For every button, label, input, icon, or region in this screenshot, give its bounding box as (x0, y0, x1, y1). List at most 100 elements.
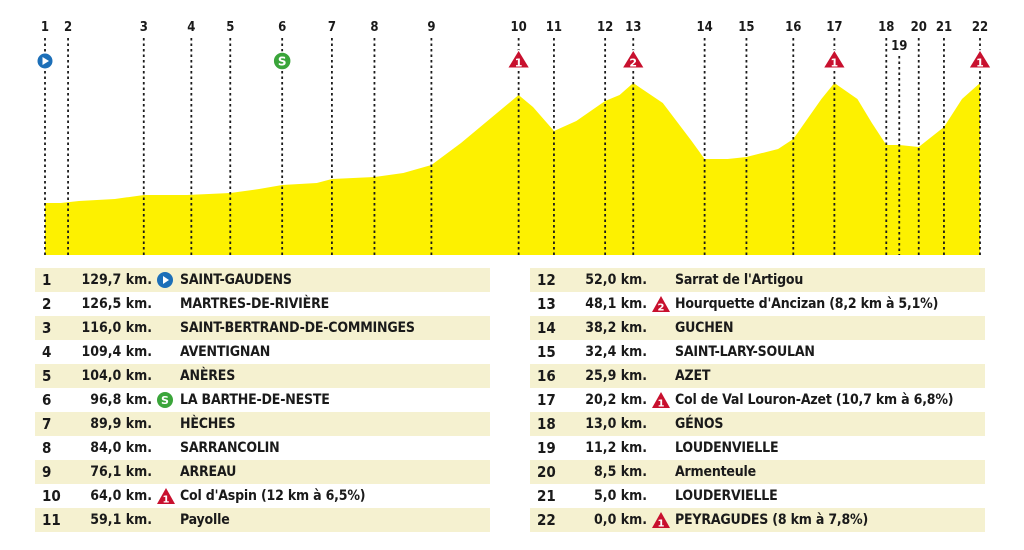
marker-label-15: 15 (738, 20, 754, 35)
waypoint-row-21: 21 5,0 km. LOUDERVIELLE (530, 484, 985, 508)
marker-label-16: 16 (785, 20, 801, 35)
marker-label-8: 8 (370, 20, 378, 35)
waypoint-km: 89,9 km. (90, 416, 152, 432)
waypoint-number: 13 (537, 295, 556, 313)
climb-category-2-icon: 2 (652, 296, 670, 313)
waypoint-name: Payolle (180, 512, 230, 528)
waypoint-name: LOUDENVIELLE (675, 440, 779, 456)
waypoint-name: HÈCHES (180, 416, 236, 432)
climb-category-label: 2 (629, 57, 637, 70)
marker-label-19: 19 (891, 39, 907, 54)
marker-label-1: 1 (41, 20, 49, 35)
waypoint-name: Col d'Aspin (12 km à 6,5%) (180, 488, 366, 504)
waypoint-number: 5 (42, 367, 52, 385)
svg-text:1: 1 (163, 495, 170, 506)
waypoint-row-6: 6 96,8 km. S LA BARTHE-DE-NESTE (35, 388, 490, 412)
waypoint-km: 126,5 km. (81, 296, 152, 312)
start-icon (157, 272, 173, 288)
waypoint-icon-slot (156, 318, 178, 338)
climb-category-1-icon (507, 49, 531, 69)
waypoint-name: Col de Val Louron-Azet (10,7 km à 6,8%) (675, 392, 954, 408)
waypoint-icon-slot (651, 342, 673, 362)
waypoint-number: 1 (42, 271, 52, 289)
waypoint-km: 11,2 km. (585, 440, 647, 456)
marker-label-22: 22 (972, 20, 988, 35)
svg-text:1: 1 (658, 519, 665, 530)
waypoint-number: 4 (42, 343, 52, 361)
waypoint-km: 8,5 km. (594, 464, 647, 480)
climb-category-label: 1 (515, 57, 523, 70)
elevation-profile-area (45, 83, 980, 255)
waypoint-icon-slot (156, 342, 178, 362)
waypoint-number: 22 (537, 511, 556, 529)
waypoint-number: 8 (42, 439, 52, 457)
waypoint-km: 5,0 km. (594, 488, 647, 504)
waypoint-number: 10 (42, 487, 61, 505)
marker-label-5: 5 (226, 20, 234, 35)
marker-label-3: 3 (140, 20, 148, 35)
waypoint-number: 14 (537, 319, 556, 337)
waypoint-row-4: 4 109,4 km. AVENTIGNAN (35, 340, 490, 364)
waypoint-name: Armenteule (675, 464, 756, 480)
waypoint-row-18: 18 13,0 km. GÉNOS (530, 412, 985, 436)
waypoint-row-8: 8 84,0 km. SARRANCOLIN (35, 436, 490, 460)
waypoint-km: 96,8 km. (90, 392, 152, 408)
waypoint-name: ARREAU (180, 464, 237, 480)
marker-label-18: 18 (878, 20, 894, 35)
waypoint-icon-slot (156, 438, 178, 458)
waypoint-icon-slot: 1 (651, 390, 673, 410)
waypoint-icon-slot (156, 414, 178, 434)
waypoint-km: 38,2 km. (585, 320, 647, 336)
waypoint-number: 7 (42, 415, 52, 433)
waypoint-km: 76,1 km. (90, 464, 152, 480)
waypoint-row-5: 5 104,0 km. ANÈRES (35, 364, 490, 388)
waypoint-row-7: 7 89,9 km. HÈCHES (35, 412, 490, 436)
waypoint-km: 116,0 km. (81, 320, 152, 336)
waypoint-row-17: 17 20,2 km. 1 Col de Val Louron-Azet (10,7 … (530, 388, 985, 412)
sprint-letter: S (278, 55, 287, 69)
waypoint-row-14: 14 38,2 km. GUCHEN (530, 316, 985, 340)
waypoint-icon-slot (156, 510, 178, 530)
climb-category-1-icon (822, 49, 846, 69)
waypoint-number: 21 (537, 487, 556, 505)
waypoint-km: 0,0 km. (594, 512, 647, 528)
waypoint-row-2: 2 126,5 km. MARTRES-DE-RIVIÈRE (35, 292, 490, 316)
waypoint-name: SAINT-GAUDENS (180, 272, 292, 288)
waypoint-number: 2 (42, 295, 52, 313)
svg-text:S: S (161, 394, 169, 407)
climb-category-1-icon: 1 (652, 392, 670, 410)
marker-icons: S 1 2 1 1 (36, 49, 992, 71)
marker-label-20: 20 (911, 20, 927, 35)
waypoint-icon-slot (651, 462, 673, 482)
waypoint-name: Sarrat de l'Artigou (675, 272, 804, 288)
waypoint-name: MARTRES-DE-RIVIÈRE (180, 296, 329, 312)
waypoint-name: LOUDERVIELLE (675, 488, 778, 504)
waypoint-km: 20,2 km. (585, 392, 647, 408)
waypoint-row-3: 3 116,0 km. SAINT-BERTRAND-DE-COMMINGES (35, 316, 490, 340)
waypoint-icon-slot (651, 438, 673, 458)
waypoint-icon-slot: 1 (156, 486, 178, 506)
waypoint-row-1: 1 129,7 km. SAINT-GAUDENS (35, 268, 490, 292)
waypoint-name: GÉNOS (675, 416, 724, 432)
climb-category-label: 1 (831, 57, 839, 70)
svg-text:1: 1 (658, 399, 665, 410)
waypoint-name: PEYRAGUDES (8 km à 7,8%) (675, 512, 869, 528)
waypoint-icon-slot (651, 270, 673, 290)
waypoint-icon-slot: 1 (651, 510, 673, 530)
waypoint-row-9: 9 76,1 km. ARREAU (35, 460, 490, 484)
climb-category-1-icon (968, 49, 992, 69)
waypoint-km: 59,1 km. (90, 512, 152, 528)
waypoint-icon-slot (156, 294, 178, 314)
climb-category-label: 1 (976, 57, 984, 70)
waypoint-row-20: 20 8,5 km. Armenteule (530, 460, 985, 484)
waypoint-row-10: 10 64,0 km. 1 Col d'Aspin (12 km à 6,5%) (35, 484, 490, 508)
waypoint-name: SAINT-LARY-SOULAN (675, 344, 815, 360)
play-triangle-icon (42, 57, 49, 65)
marker-label-17: 17 (826, 20, 842, 35)
waypoint-icon-slot (651, 318, 673, 338)
climb-category-1-icon: 1 (652, 512, 670, 530)
waypoint-number: 18 (537, 415, 556, 433)
waypoint-name: SARRANCOLIN (180, 440, 280, 456)
waypoint-number: 16 (537, 367, 556, 385)
